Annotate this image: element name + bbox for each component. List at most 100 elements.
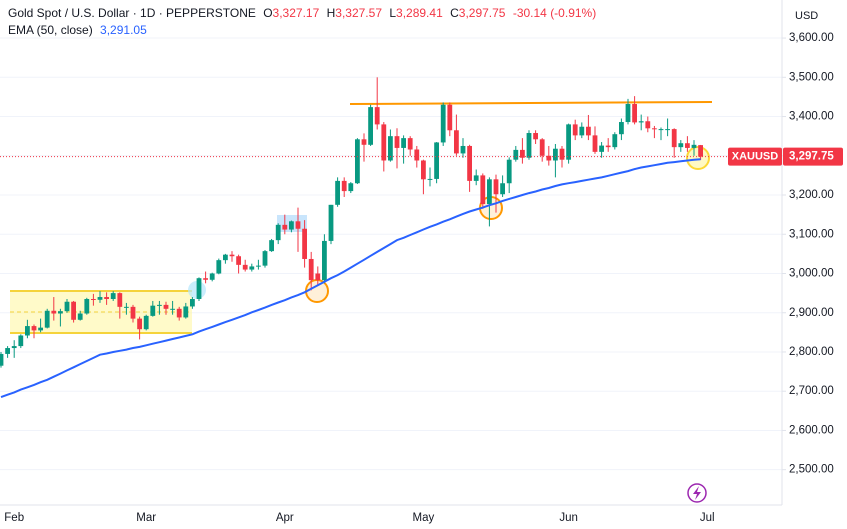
candle-body [513, 149, 519, 160]
candle-body [137, 318, 142, 330]
symbol: Gold Spot / U.S. Dollar · 1D · PEPPERSTO… [8, 6, 256, 20]
y-tick-label: 2,500.00 [789, 464, 834, 476]
touch-circle [686, 146, 710, 170]
candle-body [361, 139, 367, 145]
candle-body [11, 346, 17, 349]
candle-body [447, 104, 453, 131]
candle-body [473, 175, 479, 181]
candle-body [572, 124, 578, 136]
candle-body [500, 183, 505, 195]
candle-body [625, 103, 631, 123]
candle-body [388, 136, 393, 161]
candle-body [632, 103, 637, 123]
candle-body [18, 335, 24, 347]
candle-body [216, 260, 222, 274]
icon-bolt[interactable] [693, 486, 701, 500]
candle-body [652, 128, 657, 130]
candle-body [275, 224, 281, 241]
candle-body [163, 304, 169, 309]
candle-body [467, 145, 472, 181]
candle-body [487, 179, 492, 205]
candle-body [493, 179, 499, 195]
field-key: C [450, 6, 459, 20]
candle-body [183, 306, 189, 318]
field-value: 3,327.17 [273, 6, 320, 20]
y-tick-label: 3,200.00 [789, 189, 834, 201]
candle-body [579, 126, 585, 136]
candle-body [407, 138, 413, 150]
candle-body [592, 135, 598, 152]
candle-body [157, 304, 162, 306]
candle-body [315, 273, 321, 281]
candle-body [685, 143, 690, 148]
y-tick-label: 2,600.00 [789, 424, 834, 436]
candle-body [44, 310, 50, 328]
y-tick-label: 2,900.00 [789, 307, 834, 319]
candle-body [262, 251, 268, 266]
x-tick-label: Feb [4, 512, 24, 524]
candle-body [671, 129, 677, 148]
candle-body [401, 138, 406, 148]
candle-body [170, 308, 175, 310]
field-key: L [389, 6, 396, 20]
candle-body [84, 298, 90, 314]
candle-body [421, 160, 426, 180]
candle-body [117, 293, 123, 307]
candle-body [381, 124, 387, 161]
x-tick-label: Mar [136, 512, 156, 524]
candle-body [440, 104, 446, 143]
candle-body [691, 144, 697, 148]
candle-body [25, 326, 30, 336]
candle-body [0, 353, 4, 366]
y-tick-label: 2,800.00 [789, 346, 834, 358]
candle-body [130, 306, 136, 319]
alert-icon[interactable] [687, 483, 707, 503]
candle-body [223, 254, 228, 261]
y-tick-label: 3,400.00 [789, 111, 834, 123]
currency-box[interactable] [786, 6, 822, 26]
y-tick-label: 3,100.00 [789, 228, 834, 240]
candle-body [665, 129, 670, 131]
candle-body [328, 204, 334, 241]
candle-body [533, 133, 538, 140]
candle-body [289, 221, 294, 230]
symbol-tag [728, 147, 782, 166]
candle-body [480, 175, 486, 205]
candle-body [645, 121, 651, 129]
candle-body [302, 228, 307, 259]
candle-body [434, 142, 439, 179]
indicator-legend: EMA (50, close) 3,291.05 [8, 23, 147, 37]
candle-body [282, 224, 288, 230]
candle-body [229, 254, 235, 257]
candle-body [196, 278, 202, 299]
field-value: 3,289.41 [396, 6, 443, 20]
candle-body [71, 301, 76, 320]
candle-body [209, 273, 215, 280]
candle-body [51, 310, 57, 314]
candle-body [599, 145, 604, 152]
y-tick-label: 3,600.00 [789, 32, 834, 44]
candle-body [124, 306, 129, 308]
candle-body [58, 311, 63, 314]
currency[interactable]: USD [795, 10, 818, 22]
candle-body [539, 139, 545, 156]
candle-body [355, 139, 360, 184]
y-tick-label: 2,700.00 [789, 385, 834, 397]
candle-body [454, 130, 459, 154]
candle-body [546, 155, 552, 161]
candle-body [143, 315, 149, 330]
candle-body [176, 308, 182, 318]
field-value: 3,297.75 [459, 6, 506, 20]
candle-body [678, 143, 684, 148]
candle-body [77, 313, 83, 320]
candle-body [31, 326, 37, 331]
field-key: H [327, 6, 336, 20]
ema-line [0, 158, 701, 399]
candle-body [414, 149, 420, 161]
candle-body [638, 121, 644, 123]
candle-body [427, 178, 433, 180]
candle-body [269, 240, 274, 252]
x-tick-label: May [413, 512, 435, 524]
y-tick-label: 3,500.00 [789, 71, 834, 83]
